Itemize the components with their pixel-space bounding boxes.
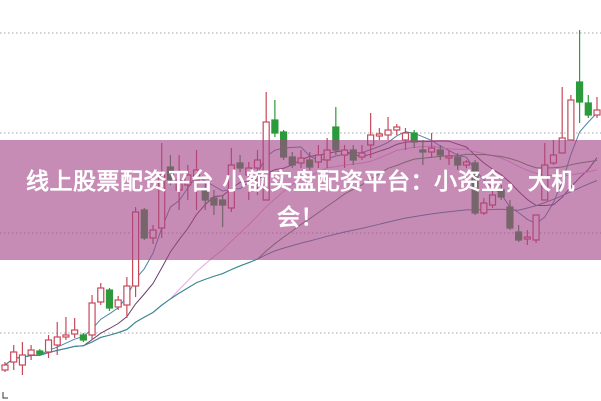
candle-up	[393, 126, 401, 131]
candle-down	[271, 119, 279, 134]
candle-up	[123, 285, 131, 306]
candle-up	[10, 351, 18, 363]
candle-down	[575, 81, 584, 103]
candle-up	[88, 302, 96, 336]
candle-up	[44, 339, 53, 353]
candle-up	[53, 336, 61, 346]
candle-up	[71, 329, 79, 335]
title-banner: 线上股票配资平台 小额实盘配资平台：小资金，大机会！	[0, 140, 601, 260]
candle-up	[401, 132, 410, 141]
candle-up	[27, 349, 35, 356]
axis-corner-tick	[2, 392, 8, 399]
candle-up	[384, 129, 392, 136]
candle-up	[567, 99, 575, 141]
candle-up	[1, 364, 9, 371]
candle-up	[62, 334, 70, 338]
banner-title: 线上股票配资平台 小额实盘配资平台：小资金，大机会！	[25, 169, 575, 231]
candle-down	[105, 289, 114, 309]
candle-up	[18, 354, 27, 366]
candle-down	[79, 334, 87, 341]
candle-down	[584, 102, 592, 116]
candle-up	[375, 133, 383, 137]
candle-up	[114, 299, 122, 308]
candle-up	[593, 109, 601, 116]
candle-up	[97, 287, 105, 303]
candle-down	[36, 350, 44, 355]
